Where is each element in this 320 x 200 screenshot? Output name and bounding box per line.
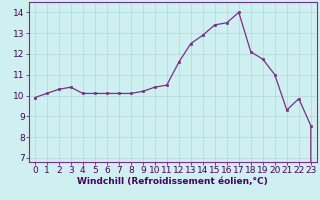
X-axis label: Windchill (Refroidissement éolien,°C): Windchill (Refroidissement éolien,°C) [77, 177, 268, 186]
